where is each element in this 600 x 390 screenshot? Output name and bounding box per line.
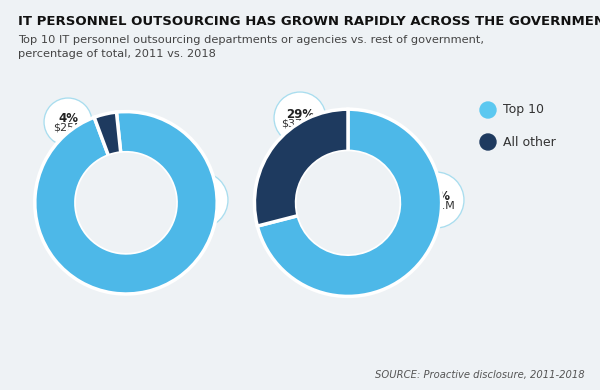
Circle shape xyxy=(274,92,326,144)
Text: 96%: 96% xyxy=(186,190,214,202)
Text: 2018: 2018 xyxy=(341,271,375,284)
Text: 2011: 2011 xyxy=(111,271,145,284)
Circle shape xyxy=(172,172,228,228)
Text: IT PERSONNEL OUTSOURCING HAS GROWN RAPIDLY ACROSS THE GOVERNMENT: IT PERSONNEL OUTSOURCING HAS GROWN RAPID… xyxy=(18,15,600,28)
Circle shape xyxy=(296,151,400,254)
Text: $580M: $580M xyxy=(181,200,219,210)
Text: Top 10 IT personnel outsourcing departments or agencies vs. rest of government,
: Top 10 IT personnel outsourcing departme… xyxy=(18,35,484,59)
Circle shape xyxy=(76,152,176,253)
Text: All other: All other xyxy=(503,135,556,149)
Text: $25M: $25M xyxy=(53,122,83,132)
Text: 29%: 29% xyxy=(286,108,314,121)
Wedge shape xyxy=(254,109,348,226)
Text: SOURCE: Proactive disclosure, 2011-2018: SOURCE: Proactive disclosure, 2011-2018 xyxy=(376,370,585,380)
Text: Top 10: Top 10 xyxy=(503,103,544,117)
Wedge shape xyxy=(35,112,217,294)
Circle shape xyxy=(408,172,464,228)
Text: $378M: $378M xyxy=(281,118,319,128)
Text: $931M: $931M xyxy=(417,200,455,210)
Wedge shape xyxy=(257,109,442,296)
Wedge shape xyxy=(94,112,121,156)
Circle shape xyxy=(44,98,92,146)
Text: 4%: 4% xyxy=(58,112,78,124)
Text: 71%: 71% xyxy=(422,190,450,202)
Circle shape xyxy=(480,102,496,118)
Circle shape xyxy=(480,134,496,150)
